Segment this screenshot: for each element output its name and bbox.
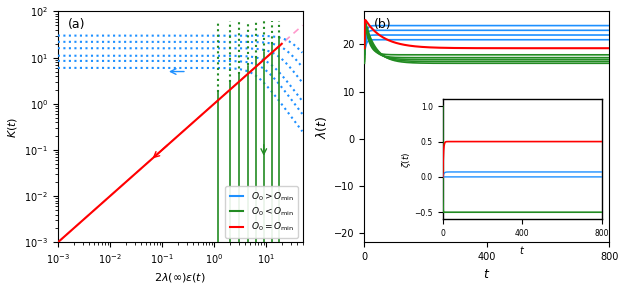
X-axis label: $2\lambda(\infty)\epsilon(t)$: $2\lambda(\infty)\epsilon(t)$ [154,271,206,284]
Legend: $O_0 > O_{\rm min}$, $O_0 < O_{\rm min}$, $O_0 = O_{\rm min}$: $O_0 > O_{\rm min}$, $O_0 < O_{\rm min}$… [225,186,298,238]
Y-axis label: $\lambda(t)$: $\lambda(t)$ [314,115,329,139]
Y-axis label: $K(t)$: $K(t)$ [6,116,19,138]
Text: (a): (a) [67,18,85,31]
X-axis label: $t$: $t$ [483,268,490,281]
Text: (b): (b) [374,18,392,31]
